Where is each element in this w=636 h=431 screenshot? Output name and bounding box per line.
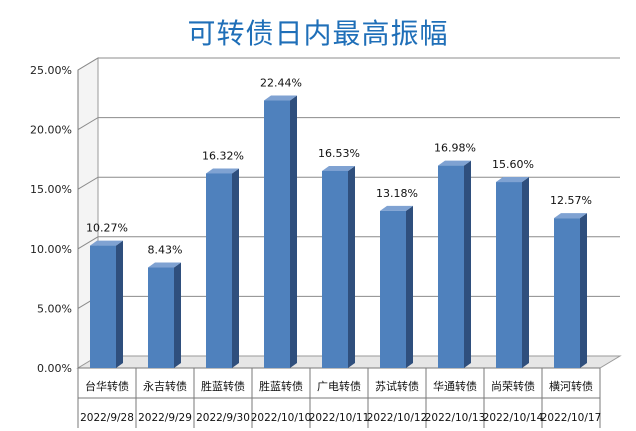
bar bbox=[148, 262, 181, 368]
bar bbox=[496, 177, 529, 368]
bar-front bbox=[206, 173, 232, 368]
bar-side bbox=[406, 205, 413, 368]
x-tick-date-label: 2022/9/30 bbox=[196, 412, 250, 424]
x-tick-label: 华通转债 bbox=[433, 379, 477, 393]
data-label: 22.44% bbox=[260, 77, 302, 90]
x-tick-label: 尚荣转债 bbox=[491, 379, 535, 393]
bar-front bbox=[438, 165, 464, 368]
data-label: 13.18% bbox=[376, 187, 418, 200]
data-label: 16.98% bbox=[434, 142, 476, 155]
bar bbox=[264, 95, 297, 368]
chart-title: 可转债日内最高振幅 bbox=[187, 17, 449, 50]
data-label: 12.57% bbox=[550, 194, 592, 207]
bar-side bbox=[580, 213, 587, 368]
y-tick-label: 0.00% bbox=[37, 362, 72, 375]
x-tick-label: 永吉转债 bbox=[143, 379, 187, 393]
bar bbox=[90, 240, 123, 368]
bar-front bbox=[380, 210, 406, 368]
y-tick-label: 20.00% bbox=[30, 124, 72, 137]
x-tick-date-label: 2022/10/10 bbox=[251, 412, 312, 424]
x-tick-date-label: 2022/9/29 bbox=[138, 412, 192, 424]
x-tick-label: 横河转债 bbox=[549, 379, 593, 393]
bar-top bbox=[206, 168, 239, 174]
data-label: 16.32% bbox=[202, 149, 244, 162]
y-tick-label: 25.00% bbox=[30, 64, 72, 77]
x-tick-date-label: 2022/10/12 bbox=[367, 412, 428, 424]
data-label: 10.27% bbox=[86, 222, 128, 235]
bar-top bbox=[438, 160, 471, 166]
bar-top bbox=[264, 95, 297, 101]
bar-side bbox=[464, 160, 471, 368]
bar bbox=[554, 213, 587, 368]
bar-side bbox=[232, 168, 239, 368]
x-tick-label: 广电转债 bbox=[317, 379, 361, 393]
y-tick-label: 5.00% bbox=[37, 302, 72, 315]
gridline bbox=[77, 57, 620, 71]
bar-front bbox=[554, 218, 580, 368]
x-tick-label: 苏试转债 bbox=[375, 379, 419, 393]
bar bbox=[380, 205, 413, 368]
bar-top bbox=[90, 240, 123, 246]
x-tick-label: 胜蓝转债 bbox=[201, 379, 245, 393]
data-label: 16.53% bbox=[318, 147, 360, 160]
data-label: 15.60% bbox=[492, 158, 534, 171]
bar bbox=[322, 165, 355, 368]
bar-side bbox=[174, 262, 181, 368]
x-tick-date-label: 2022/10/14 bbox=[483, 412, 544, 424]
x-tick-date-label: 2022/10/11 bbox=[309, 412, 370, 424]
data-label: 8.43% bbox=[148, 244, 183, 257]
bar-front bbox=[90, 245, 116, 368]
y-tick-label: 10.00% bbox=[30, 243, 72, 256]
bar bbox=[206, 168, 239, 368]
bar-side bbox=[116, 240, 123, 368]
bar-front bbox=[496, 182, 522, 368]
bar-top bbox=[322, 165, 355, 171]
bar-front bbox=[148, 267, 174, 368]
bar-side bbox=[290, 95, 297, 368]
x-tick-date-label: 2022/10/17 bbox=[541, 412, 602, 424]
bar-front bbox=[322, 170, 348, 368]
bar-top bbox=[380, 205, 413, 211]
x-tick-date-label: 2022/10/13 bbox=[425, 412, 486, 424]
bar-front bbox=[264, 100, 290, 368]
y-tick-label: 15.00% bbox=[30, 183, 72, 196]
bar-side bbox=[348, 165, 355, 368]
gridline bbox=[77, 117, 620, 131]
x-tick-date-label: 2022/9/28 bbox=[80, 412, 134, 424]
bar-top bbox=[554, 213, 587, 219]
x-tick-label: 台华转债 bbox=[85, 379, 129, 393]
x-tick-label: 胜蓝转债 bbox=[259, 379, 303, 393]
bar-side bbox=[522, 177, 529, 368]
bar-top bbox=[148, 262, 181, 268]
bar bbox=[438, 160, 471, 368]
bar-top bbox=[496, 177, 529, 183]
